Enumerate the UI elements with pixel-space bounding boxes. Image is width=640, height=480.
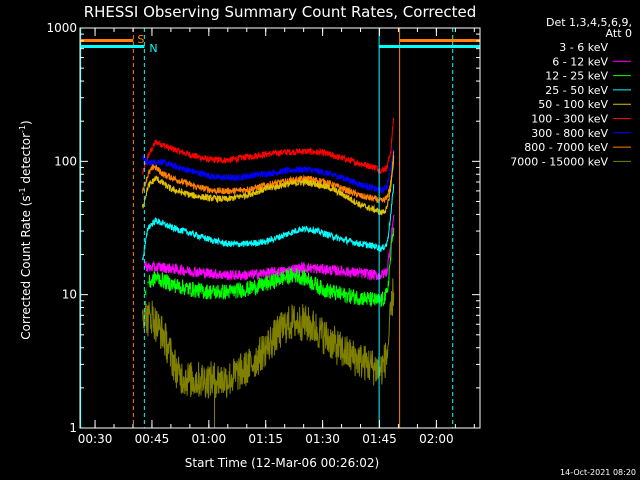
marker-label: S (137, 33, 144, 46)
y-axis-label: Corrected Count Rate (s-1 detector-1) (18, 120, 33, 339)
series-curve (143, 214, 395, 281)
x-tick-label: 01:45 (362, 432, 397, 446)
legend-header: Det 1,3,4,5,6,9, (546, 16, 632, 29)
y-tick-label: 10 (62, 288, 77, 302)
legend-label: 3 - 6 keV (559, 41, 608, 54)
x-tick-label: 01:15 (248, 432, 283, 446)
y-tick-label: 1000 (46, 21, 77, 35)
tick-layer: 00:30 00:45 01:00 01:15 01:30 01:45 02:00 1 10 10… (46, 21, 480, 446)
legend-label: 6 - 12 keV (552, 55, 608, 68)
saa-bar (399, 39, 480, 42)
series-curve (142, 148, 394, 194)
y-tick-label: 1 (69, 421, 77, 435)
legend-label: 12 - 25 keV (545, 70, 608, 83)
legend-header: Att 0 (606, 27, 632, 40)
x-tick-label: 01:00 (192, 432, 227, 446)
x-tick-label: 00:30 (78, 432, 113, 446)
night-bar (379, 45, 480, 48)
chart-title: RHESSI Observing Summary Count Rates, Co… (84, 3, 477, 21)
series-curve (143, 227, 395, 308)
x-tick-label: 01:30 (305, 432, 340, 446)
legend-label: 50 - 100 keV (538, 98, 608, 111)
series-layer (142, 117, 395, 428)
series-curve (142, 117, 394, 175)
series-curve (142, 155, 395, 216)
saa-bar (80, 39, 134, 42)
marker-layer: SN (80, 28, 480, 428)
plot-frame (79, 27, 481, 429)
marker-label: N (149, 42, 157, 55)
x-tick-label: 02:00 (419, 432, 454, 446)
y-tick-label: 100 (54, 154, 77, 168)
series-curve (142, 278, 395, 399)
x-tick-label: 00:45 (135, 432, 170, 446)
series-curve (142, 184, 395, 260)
night-bar (80, 45, 145, 48)
legend-label: 7000 - 15000 keV (510, 155, 608, 168)
legend-label: 25 - 50 keV (545, 84, 608, 97)
timestamp: 14-Oct-2021 08:20 (560, 468, 636, 477)
series-curve (142, 151, 395, 204)
legend-label: 300 - 800 keV (531, 127, 608, 140)
legend-label: 100 - 300 keV (531, 113, 608, 126)
legend-label: 800 - 7000 keV (524, 141, 608, 154)
x-axis-label: Start Time (12-Mar-06 00:26:02) (185, 456, 379, 470)
